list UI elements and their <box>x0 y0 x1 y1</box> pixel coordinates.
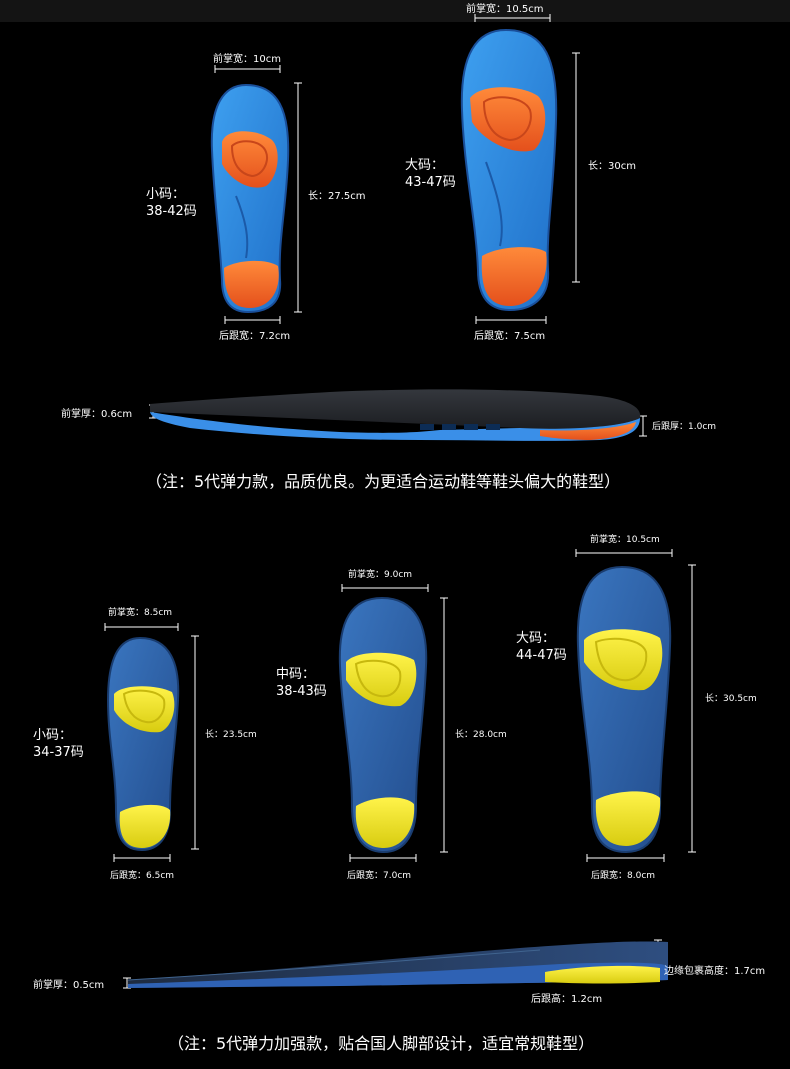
s2-small-range: 34-37码 <box>33 745 84 760</box>
s1-small-name: 小码： <box>146 187 186 202</box>
s2-large-name: 大码： <box>516 631 556 646</box>
s1-small-size: 小码： 38-42码 <box>146 186 197 220</box>
s2-small-size: 小码： 34-37码 <box>33 727 84 761</box>
s2-medium-forefoot-width: 前掌宽：9.0cm <box>348 570 413 580</box>
s2-medium-heel-width: 后跟宽：7.0cm <box>347 871 412 881</box>
s2-medium-size: 中码： 38-43码 <box>276 666 327 700</box>
insole-s2-small <box>106 636 180 852</box>
s2-medium-length: 长：28.0cm <box>455 730 507 740</box>
s1-small-length: 长：27.5cm <box>308 191 366 202</box>
s2-small-length: 长：23.5cm <box>205 730 257 740</box>
s2-medium-name: 中码： <box>276 667 316 682</box>
s1-large-forefoot-width: 前掌宽：10.5cm <box>466 4 544 15</box>
dims-s2 <box>104 549 696 989</box>
s1-large-range: 43-47码 <box>405 175 456 190</box>
s2-large-length: 长：30.5cm <box>705 694 757 704</box>
s1-small-range: 38-42码 <box>146 204 197 219</box>
s1-small-forefoot-width: 前掌宽：10cm <box>213 54 281 65</box>
s2-large-forefoot-width: 前掌宽：10.5cm <box>590 535 660 545</box>
s1-large-size: 大码： 43-47码 <box>405 157 456 191</box>
insole-s1-large <box>460 28 558 312</box>
s2-small-heel-width: 后跟宽：6.5cm <box>110 871 175 881</box>
profile-s2 <box>127 941 668 988</box>
s1-heel-thickness: 后跟厚：1.0cm <box>652 422 717 432</box>
s2-large-size: 大码： 44-47码 <box>516 630 567 664</box>
insole-s2-medium <box>338 596 428 854</box>
s1-large-name: 大码： <box>405 158 445 173</box>
s1-large-length: 长：30cm <box>588 161 636 172</box>
s1-large-heel-width: 后跟宽：7.5cm <box>474 331 546 342</box>
dims-s1 <box>149 14 647 437</box>
s2-edge-height: 边缘包裹高度：1.7cm <box>664 966 766 977</box>
s2-medium-range: 38-43码 <box>276 684 327 699</box>
profile-s1 <box>150 389 641 441</box>
s2-heel-height: 后跟高：1.2cm <box>531 994 603 1005</box>
s1-note: （注：5代弹力款，品质优良。为更适合运动鞋等鞋头偏大的鞋型） <box>146 472 621 491</box>
insole-s2-large <box>576 565 672 854</box>
s2-small-name: 小码： <box>33 728 73 743</box>
s2-note: （注：5代弹力加强款，贴合国人脚部设计，适宜常规鞋型） <box>168 1034 595 1053</box>
s1-small-heel-width: 后跟宽：7.2cm <box>219 331 291 342</box>
s2-small-forefoot-width: 前掌宽：8.5cm <box>108 608 173 618</box>
insole-s1-small <box>210 83 290 314</box>
s2-forefoot-thickness: 前掌厚：0.5cm <box>33 980 105 991</box>
s1-forefoot-thickness: 前掌厚：0.6cm <box>61 409 133 420</box>
s2-large-heel-width: 后跟宽：8.0cm <box>591 871 656 881</box>
top-band <box>0 0 790 22</box>
s2-large-range: 44-47码 <box>516 648 567 663</box>
